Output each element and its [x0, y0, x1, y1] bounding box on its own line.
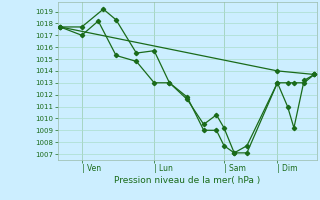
X-axis label: Pression niveau de la mer( hPa ): Pression niveau de la mer( hPa ) [114, 176, 260, 185]
